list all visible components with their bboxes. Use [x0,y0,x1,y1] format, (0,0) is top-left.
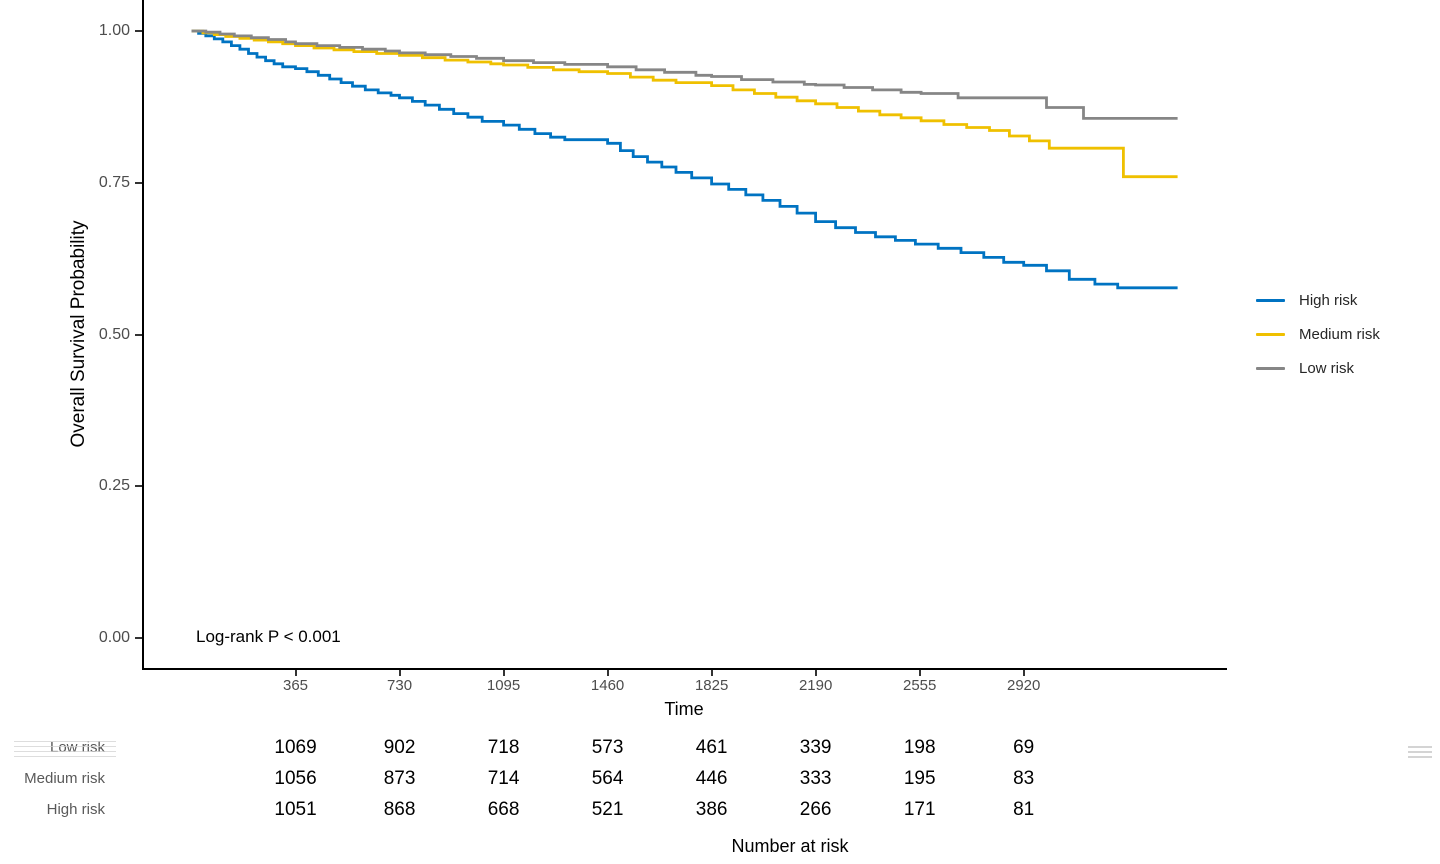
risk-count-cell: 521 [591,799,624,820]
y-tick-label: 1.00 [98,22,130,39]
risk-count-cell: 1069 [274,737,317,758]
x-tick-label: 365 [283,677,309,694]
x-tick-label: 730 [387,677,413,694]
y-tick-label: 0.75 [98,173,130,191]
y-axis-line [142,0,144,670]
y-tick-label: 0.50 [98,325,130,343]
risk-count-cell: 1056 [274,768,317,789]
selection-hatch-artifact-left [14,741,116,757]
y-tick-label: 0.00 [98,629,130,646]
x-tick-mark [606,670,609,676]
x-tick-label: 2920 [1007,677,1041,694]
risk-row-label-high-risk: High risk [46,801,105,818]
logrank-annotation: Log-rank P < 0.001 [196,627,341,646]
selection-hatch-artifact-right [1408,744,1432,758]
x-tick-label: 2190 [798,677,833,694]
risk-table-title: Number at risk [731,836,849,856]
risk-count-cell: 564 [591,768,624,789]
risk-count-cell: 81 [1013,799,1035,820]
curve-low-risk [191,29,1178,120]
risk-count-cell: 333 [799,768,832,789]
y-tick-mark [135,637,142,639]
risk-count-cell: 902 [383,737,416,758]
legend-label: Medium risk [1299,325,1380,343]
risk-count-cell: 171 [903,799,936,820]
risk-count-cell: 339 [799,737,832,758]
risk-count-cell: 714 [487,768,520,789]
legend-label: High risk [1299,291,1358,309]
legend-line-medium-risk [1256,332,1285,336]
risk-count-cell: 69 [1013,737,1035,758]
x-tick-label: 1460 [590,677,625,694]
y-tick-mark [135,485,142,488]
risk-count-cell: 1051 [274,799,317,820]
risk-count-cell: 83 [1013,768,1035,789]
x-tick-label: 1095 [486,677,521,694]
y-tick-label: 0.25 [98,477,130,495]
km-curves-plot [191,29,1178,290]
risk-count-cell: 266 [799,799,832,820]
legend-item-medium-risk: Medium risk [1256,317,1380,351]
risk-count-cell: 573 [591,737,624,758]
legend-line-high-risk [1256,298,1285,302]
risk-count-cell: 446 [695,768,728,789]
y-tick-mark [135,30,142,32]
x-tick-mark [918,670,921,676]
curve-high-risk [191,29,1178,290]
x-tick-mark [710,670,713,676]
x-tick-label: 2555 [902,677,937,694]
legend-item-low-risk: Low risk [1256,351,1380,385]
risk-count-cell: 873 [383,768,416,789]
x-axis-line [142,668,1227,670]
x-axis-title: Time [664,699,704,719]
risk-count-cell: 386 [695,799,728,820]
legend-line-low-risk [1256,366,1285,370]
legend: High risk Medium risk Low risk [1256,283,1380,385]
risk-count-cell: 868 [383,799,416,820]
x-tick-mark [502,670,505,676]
legend-label: Low risk [1299,359,1355,377]
y-tick-mark [135,181,142,184]
legend-item-high-risk: High risk [1256,283,1380,317]
risk-count-cell: 461 [695,737,728,758]
risk-count-cell: 198 [903,737,936,758]
risk-count-cell: 718 [487,737,520,758]
risk-row-label-medium-risk: Medium risk [24,770,105,787]
x-tick-mark [398,670,401,676]
x-tick-mark [294,670,297,676]
curve-medium-risk [191,29,1178,179]
y-tick-mark [135,333,142,336]
x-tick-mark [1022,670,1025,676]
risk-count-cell: 195 [903,768,936,789]
x-tick-mark [814,670,817,676]
risk-count-cell: 668 [487,799,520,820]
x-tick-label: 1825 [694,677,729,694]
